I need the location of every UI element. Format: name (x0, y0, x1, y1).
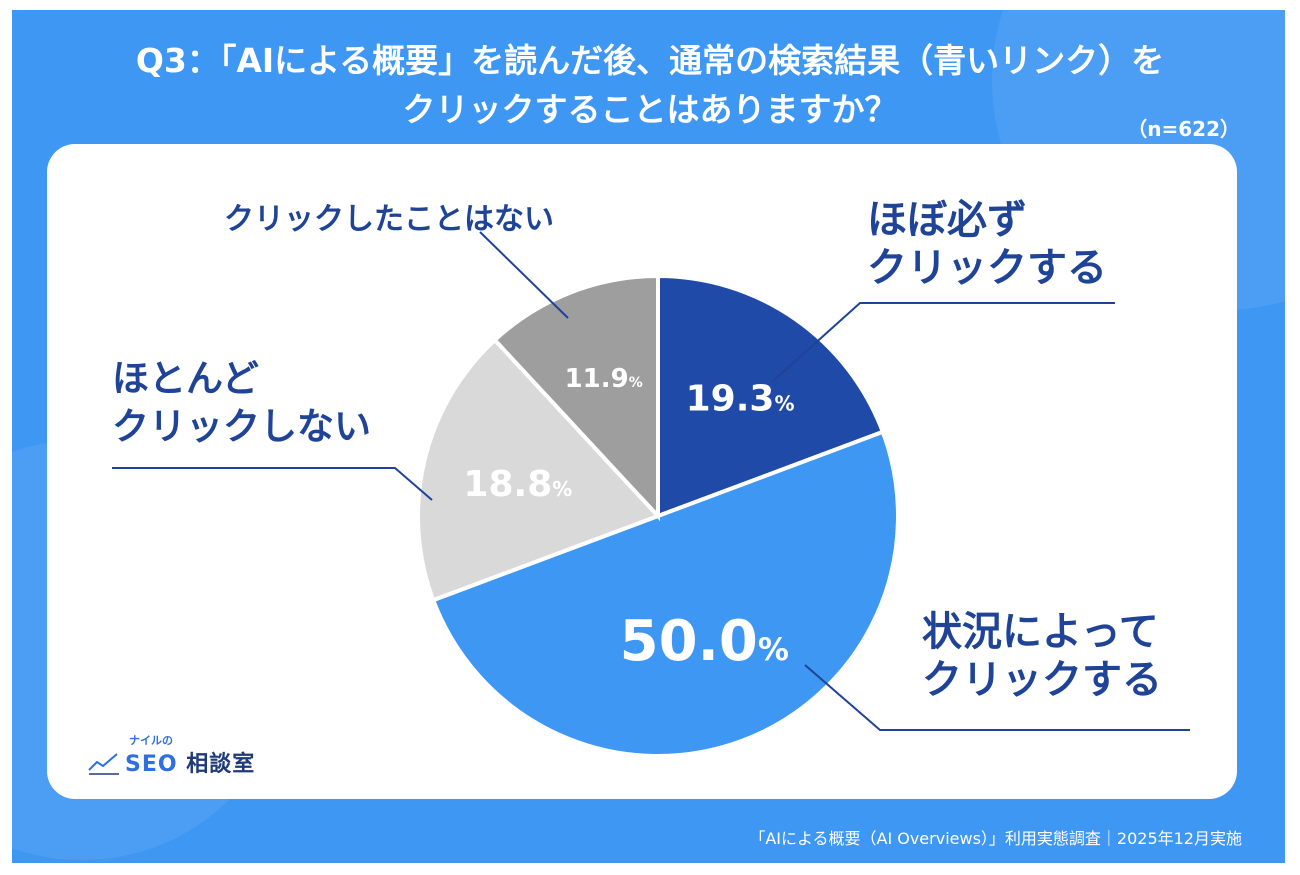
logo-rest: 相談室 (186, 752, 256, 777)
value-label-depends: 50.0% (620, 609, 789, 674)
pie-slice-almost-always (656, 273, 886, 519)
slice-label-almost-always: ほぼ必ず クリックする (867, 196, 1107, 292)
pie-slice-depends (430, 429, 900, 758)
leader-line-almost-always (771, 302, 1115, 383)
value-label-rarely: 18.8% (463, 464, 572, 505)
pie-slice-rarely (416, 337, 662, 603)
slice-label-rarely: ほとんど クリックしない (112, 355, 371, 451)
slice-label-never: クリックしたことはない (224, 196, 554, 244)
leader-line-rarely (112, 467, 433, 501)
slice-label-line: クリックする (867, 245, 1107, 291)
logo-small-text: ナイルの (129, 734, 173, 747)
leader-line-depends (804, 664, 1190, 731)
leader-line-never (479, 231, 569, 319)
logo-text: SEO 相談室 (125, 746, 255, 778)
slice-label-depends: 状況によって クリックする (922, 608, 1162, 704)
chart-title-line2: クリックすることはありますか？ (402, 90, 898, 129)
value-label-almost-always: 19.3% (686, 379, 795, 420)
slice-label-line: クリックしない (112, 405, 371, 448)
slice-label-line: ほとんど (112, 357, 259, 400)
sample-size-note: （n=622） (1127, 117, 1240, 141)
slice-label-line: クリックしたことはない (224, 202, 554, 237)
slice-label-line: ほぼ必ず (867, 197, 1027, 243)
slice-label-line: 状況によって (922, 609, 1159, 655)
slice-label-line: クリックする (922, 657, 1162, 703)
pie-slice-never (491, 273, 660, 522)
footer-note: 「AIによる概要（AI Overviews）」利用実態調査｜2025年12月実施 (749, 829, 1242, 848)
value-label-never: 11.9% (565, 364, 643, 394)
chart-title-line1: Q3：「AIによる概要」を読んだ後、通常の検索結果（青いリンク）を (135, 41, 1165, 80)
trend-chart-icon (88, 753, 119, 775)
logo-seo: SEO (125, 752, 178, 777)
